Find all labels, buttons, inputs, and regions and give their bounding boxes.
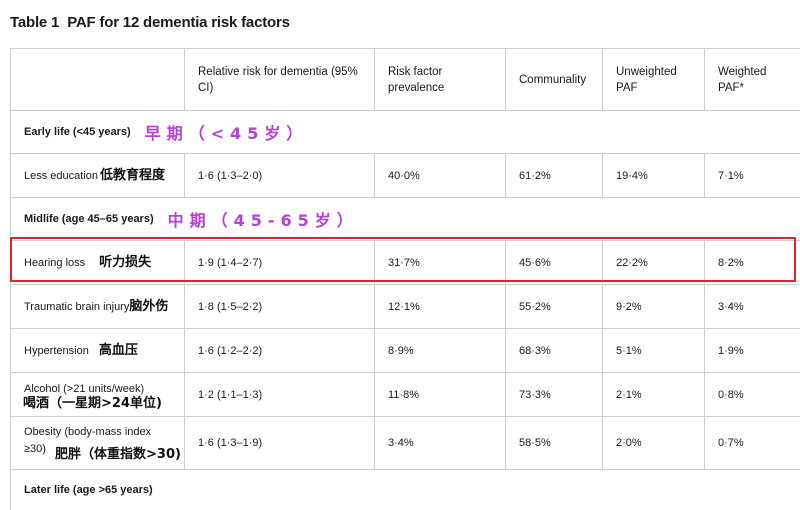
header-prevalence: Risk factor prevalence <box>374 49 505 110</box>
header-relative-risk: Relative risk for dementia (95% CI) <box>184 49 374 110</box>
row-prevalence: 8·9% <box>374 329 505 372</box>
row-factor-annotation: 低教育程度 <box>100 167 166 183</box>
row-weighted-paf: 0·8% <box>704 373 800 416</box>
row-factor-name: Hypertension <box>24 344 89 357</box>
row-relative-risk: 1·6 (1·2–2·2) <box>184 329 374 372</box>
row-communality: 61·2% <box>505 154 602 197</box>
row-relative-risk: 1·2 (1·1–1·3) <box>184 373 374 416</box>
header-empty-cell <box>10 49 184 110</box>
row-weighted-paf: 3·4% <box>704 285 800 328</box>
row-unweighted-paf: 5·1% <box>602 329 704 372</box>
row-prevalence: 3·4% <box>374 417 505 469</box>
section-mid-label: Midlife (age 45–65 years) <box>24 213 154 225</box>
row-factor-name-cont: ≥30) <box>24 443 46 455</box>
row-relative-risk: 1·9 (1·4–2·7) <box>184 241 374 284</box>
row-relative-risk: 1·6 (1·3–1·9) <box>184 417 374 469</box>
row-factor-annotation: 听力损失 <box>99 254 152 270</box>
row-communality: 73·3% <box>505 373 602 416</box>
row-weighted-paf: 8·2% <box>704 241 800 284</box>
row-communality: 68·3% <box>505 329 602 372</box>
section-early-life: Early life (<45 years) 早期（<45岁） <box>10 111 800 154</box>
section-early-label: Early life (<45 years) <box>24 126 131 138</box>
row-factor-name: Alcohol (>21 units/week) <box>24 383 145 395</box>
table-row: Alcohol (>21 units/week) 喝酒（一星期>24单位) 1·… <box>10 373 800 417</box>
table-header-row: Relative risk for dementia (95% CI) Risk… <box>10 49 800 111</box>
row-communality: 58·5% <box>505 417 602 469</box>
row-relative-risk: 1·6 (1·3–2·0) <box>184 154 374 197</box>
section-later-label: Later life (age >65 years) <box>24 484 153 496</box>
row-weighted-paf: 0·7% <box>704 417 800 469</box>
section-midlife: Midlife (age 45–65 years) 中期（45-65岁） <box>10 198 800 241</box>
section-mid-annotation: 中期（45-65岁） <box>167 211 359 230</box>
table-title: Table 1 PAF for 12 dementia risk factors <box>10 14 290 31</box>
header-communality: Communality <box>505 49 602 110</box>
row-unweighted-paf: 2·1% <box>602 373 704 416</box>
table-caption: PAF for 12 dementia risk factors <box>67 14 290 31</box>
row-unweighted-paf: 19·4% <box>602 154 704 197</box>
row-communality: 55·2% <box>505 285 602 328</box>
row-unweighted-paf: 9·2% <box>602 285 704 328</box>
row-prevalence: 40·0% <box>374 154 505 197</box>
table-row: Less education 低教育程度 1·6 (1·3–2·0) 40·0%… <box>10 154 800 198</box>
row-prevalence: 12·1% <box>374 285 505 328</box>
row-factor-name: Traumatic brain injury <box>24 300 130 313</box>
row-factor-annotation: 高血压 <box>98 342 138 358</box>
table-row: Hypertension 高血压 1·6 (1·2–2·2) 8·9% 68·3… <box>10 329 800 373</box>
row-relative-risk: 1·8 (1·5–2·2) <box>184 285 374 328</box>
row-communality: 45·6% <box>505 241 602 284</box>
row-factor-annotation: 脑外伤 <box>129 298 169 314</box>
section-early-annotation: 早期（<45岁） <box>144 124 309 143</box>
table-row: Obesity (body-mass index ≥30) 肥胖（体重指数>30… <box>10 417 800 470</box>
paf-table: Relative risk for dementia (95% CI) Risk… <box>10 48 800 510</box>
table-row: Traumatic brain injury 脑外伤 1·8 (1·5–2·2)… <box>10 285 800 329</box>
section-later-life: Later life (age >65 years) <box>10 470 800 510</box>
header-unweighted-paf: Unweighted PAF <box>602 49 704 110</box>
row-factor-annotation: 喝酒（一星期>24单位) <box>23 396 162 411</box>
row-weighted-paf: 7·1% <box>704 154 800 197</box>
table-row: Hearing loss 听力损失 1·9 (1·4–2·7) 31·7% 45… <box>10 241 800 285</box>
row-weighted-paf: 1·9% <box>704 329 800 372</box>
table-number: Table 1 <box>10 14 60 31</box>
row-unweighted-paf: 22·2% <box>602 241 704 284</box>
row-factor-name: Hearing loss <box>24 256 86 269</box>
row-factor-annotation: 肥胖（体重指数>30) <box>55 447 181 462</box>
row-prevalence: 11·8% <box>374 373 505 416</box>
row-factor-name: Obesity (body-mass index <box>24 426 152 438</box>
row-factor-name: Less education <box>24 169 98 182</box>
row-prevalence: 31·7% <box>374 241 505 284</box>
row-unweighted-paf: 2·0% <box>602 417 704 469</box>
header-weighted-paf: Weighted PAF* <box>704 49 800 110</box>
